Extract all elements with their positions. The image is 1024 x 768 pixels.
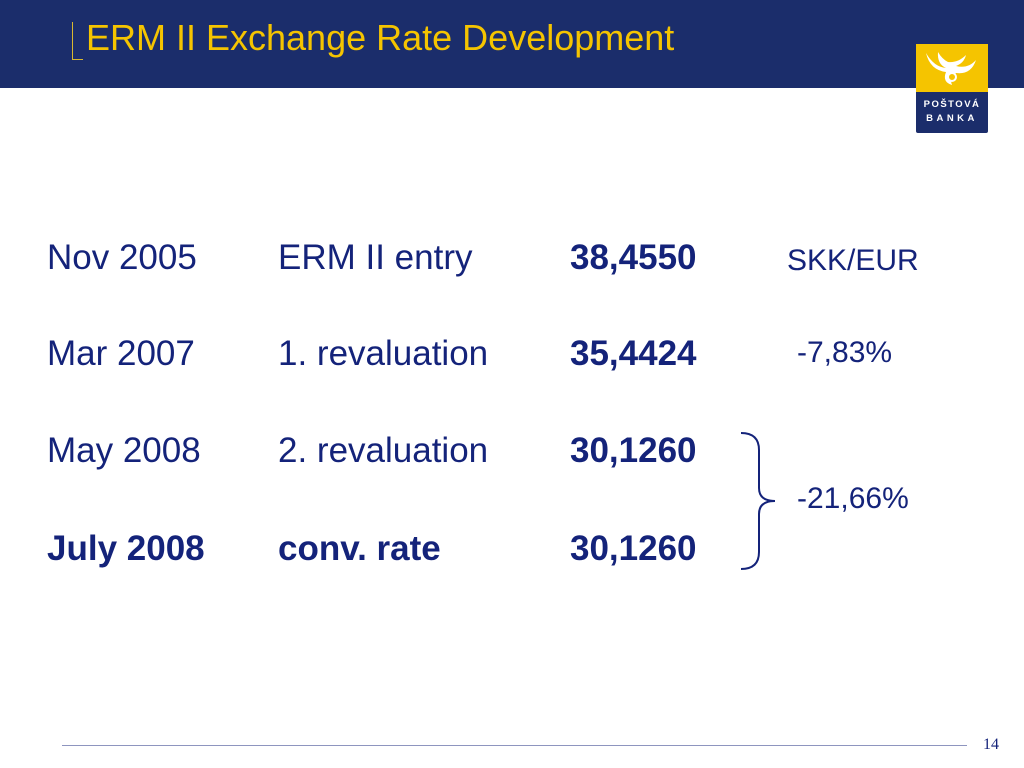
footer-divider: [62, 745, 967, 746]
total-change: -21,66%: [797, 482, 909, 515]
row-date: Mar 2007: [47, 334, 195, 373]
row-rate: 38,4550: [570, 238, 697, 277]
row-rate: 35,4424: [570, 334, 697, 373]
row-event: conv. rate: [278, 529, 441, 568]
slide-title: ERM II Exchange Rate Development: [86, 17, 675, 58]
page-number: 14: [983, 736, 999, 753]
postova-banka-logo: POŠTOVÁ BANKA: [916, 44, 988, 133]
rate-row: Mar 2007 1. revaluation 35,4424: [0, 329, 1024, 379]
row-event: ERM II entry: [278, 238, 473, 277]
row-rate: 30,1260: [570, 431, 697, 470]
row-rate: 30,1260: [570, 529, 697, 568]
row-date: Nov 2005: [47, 238, 197, 277]
logo-text-line1: POŠTOVÁ: [923, 99, 981, 110]
row-date: May 2008: [47, 431, 201, 470]
row-event: 2. revaluation: [278, 431, 489, 470]
row-event: 1. revaluation: [278, 334, 489, 373]
rate-row-highlighted: July 2008 conv. rate 30,1260: [0, 524, 1024, 574]
title-bracket-decoration: [72, 22, 83, 60]
rate-unit: SKK/EUR: [787, 244, 919, 277]
rate-row: May 2008 2. revaluation 30,1260: [0, 426, 1024, 476]
row-date: July 2008: [47, 529, 205, 568]
grouping-brace: [740, 432, 776, 570]
title-bar: ERM II Exchange Rate Development: [0, 0, 1024, 88]
rate-row: Nov 2005 ERM II entry 38,4550 SKK/EUR: [0, 233, 1024, 283]
logo-text-line2: BANKA: [926, 113, 978, 124]
post-horn-icon: [916, 44, 988, 92]
revaluation-change: -7,83%: [797, 336, 893, 369]
